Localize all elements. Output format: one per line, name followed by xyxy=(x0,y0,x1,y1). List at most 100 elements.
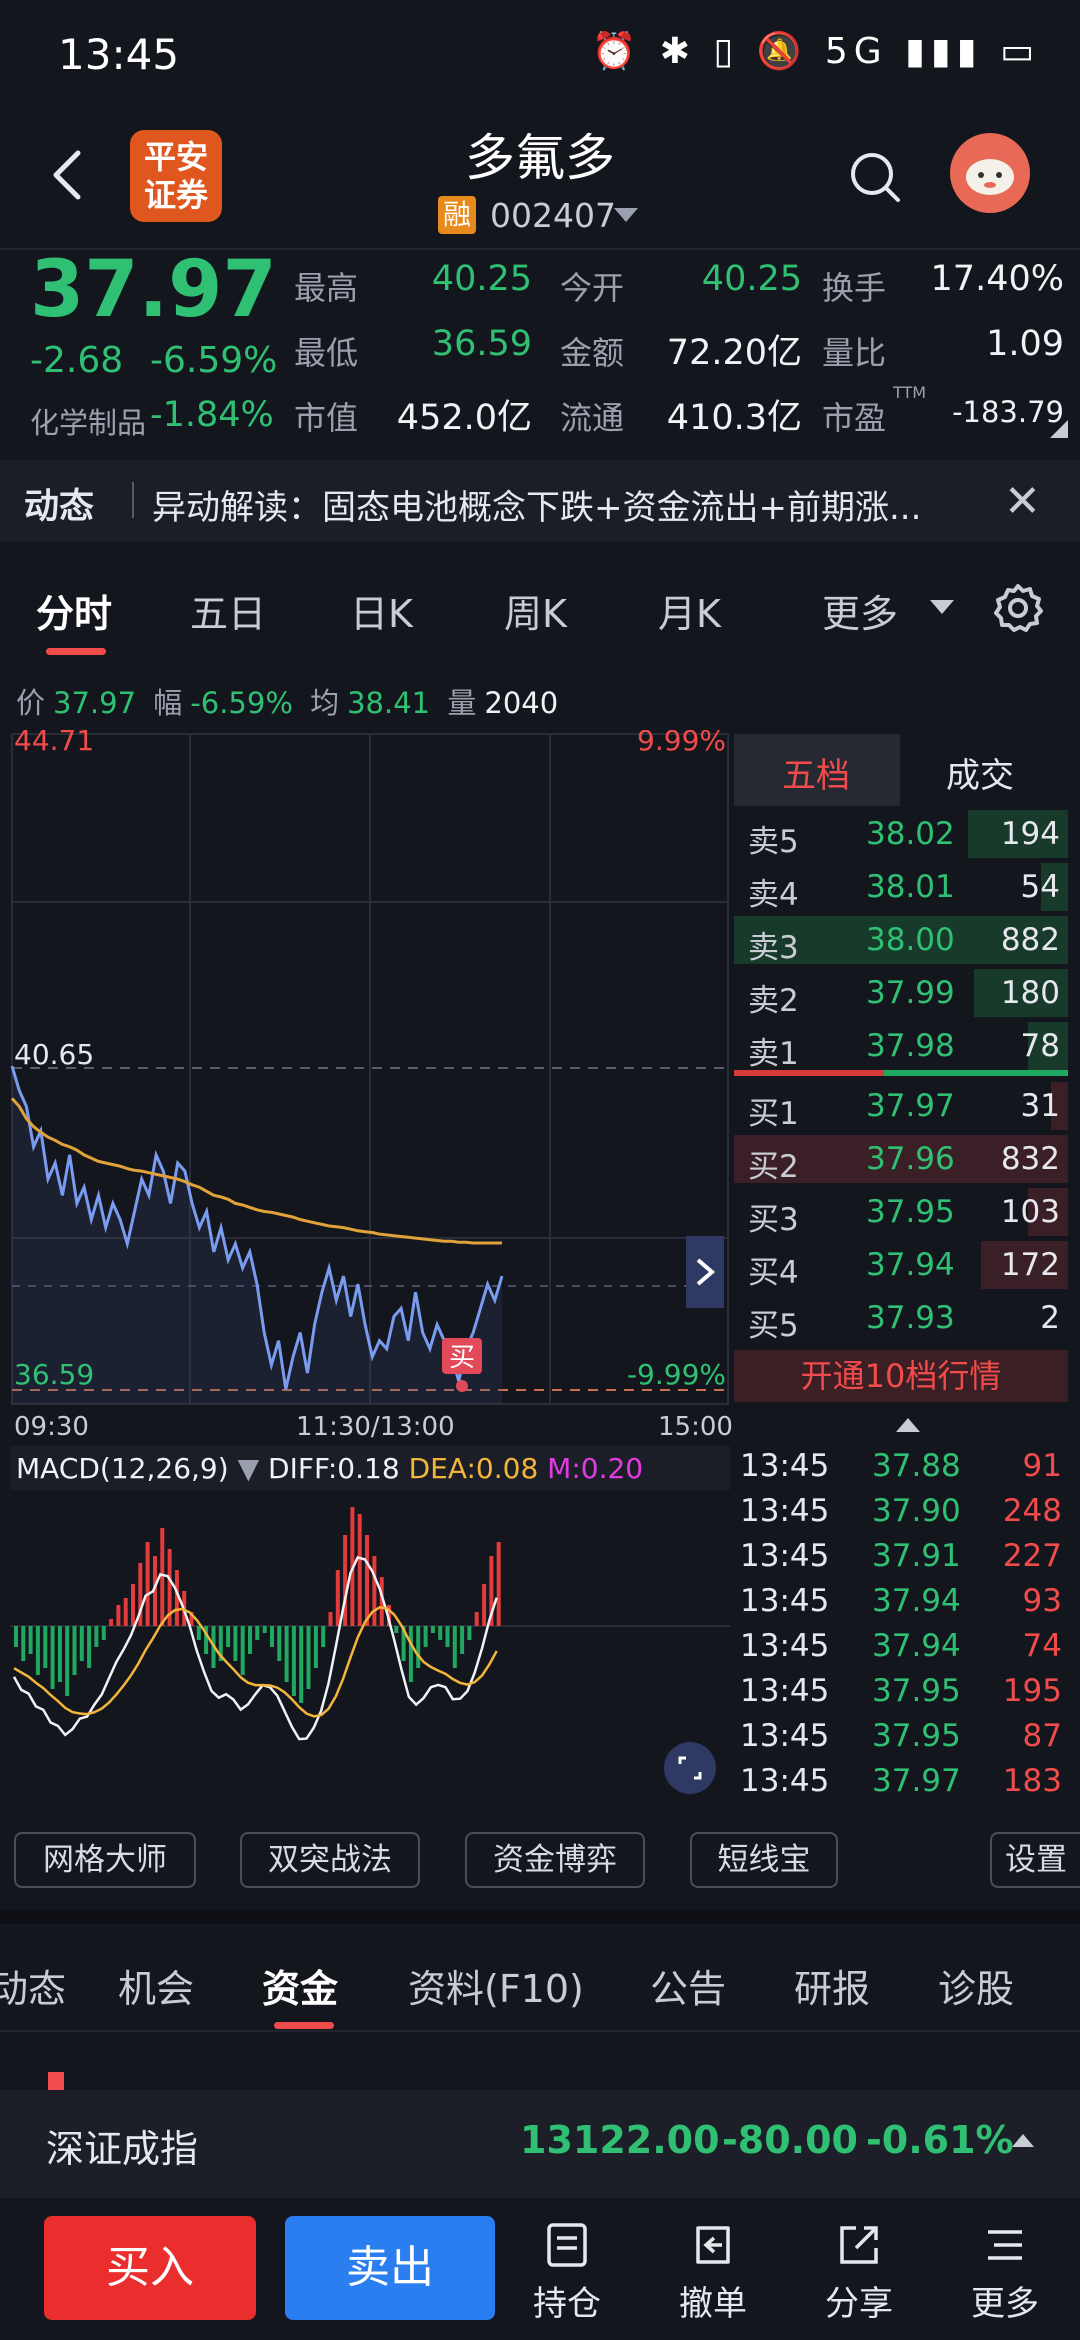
macd-bar xyxy=(218,1626,223,1661)
status-icons: ⏰ ✱ ▯ 🔕 5G ▮▮▮ ▭ xyxy=(591,31,1040,72)
level-price: 37.94 xyxy=(866,1247,955,1283)
industry-pct[interactable]: -1.84% xyxy=(150,395,274,435)
macd-bar xyxy=(50,1626,55,1689)
svg-text:买: 买 xyxy=(449,1343,475,1373)
intraday-chart[interactable]: 44.71 40.65 36.59 9.99% -9.99% 买 xyxy=(10,730,730,1406)
macd-bar xyxy=(65,1626,70,1696)
macd-label[interactable]: MACD(12,26,9) xyxy=(16,1452,229,1485)
y-label-top: 44.71 xyxy=(14,730,94,757)
tool-grid-master[interactable]: 网格大师 xyxy=(14,1832,196,1888)
info-tab-diagnosis[interactable]: 诊股 xyxy=(938,1967,1015,2011)
broker-logo-line2: 证券 xyxy=(143,176,208,214)
quote-value: -183.79 xyxy=(952,395,1064,429)
chart-tab[interactable]: 五日 xyxy=(190,592,267,636)
share-button[interactable]: 分享 xyxy=(804,2220,914,2325)
hold-button[interactable]: 持仓 xyxy=(512,2220,622,2325)
chevron-up-icon[interactable] xyxy=(1012,2134,1034,2147)
info-tab-news[interactable]: 动态 xyxy=(0,1967,67,2011)
bid-row[interactable]: 买5 37.93 2 xyxy=(734,1292,1068,1344)
buy-marker[interactable]: 买 xyxy=(442,1338,482,1392)
info-tab-divider xyxy=(0,2030,1080,2032)
tick-row: 13:45 37.91 227 xyxy=(740,1534,1070,1579)
stock-code[interactable]: 002407 xyxy=(490,196,616,235)
tick-row: 13:45 37.95 195 xyxy=(740,1669,1070,1714)
macd-bar xyxy=(460,1626,465,1654)
tick-volume: 74 xyxy=(1022,1628,1062,1664)
back-arrow-icon[interactable] xyxy=(40,145,100,205)
bid-row[interactable]: 买1 37.97 31 xyxy=(734,1080,1068,1132)
ask-row[interactable]: 卖5 38.02 194 xyxy=(734,808,1068,860)
close-icon[interactable]: ✕ xyxy=(1004,476,1041,527)
chevron-down-icon[interactable] xyxy=(614,208,638,222)
price-value: 37.97 xyxy=(53,686,137,720)
news-text[interactable]: 异动解读：固态电池概念下跌+资金流出+前期涨... xyxy=(152,488,922,528)
more-button[interactable]: 更多 xyxy=(950,2220,1060,2325)
tool-capital-game[interactable]: 资金博弈 xyxy=(465,1832,645,1888)
macd-bar xyxy=(379,1577,384,1626)
bid-row[interactable]: 买2 37.96 832 xyxy=(734,1133,1068,1185)
macd-header[interactable]: MACD(12,26,9) ▼ DIFF:0.18 DEA:0.08 M:0.2… xyxy=(16,1452,643,1485)
price-label: 价 xyxy=(16,686,46,720)
macd-chevron-icon[interactable]: ▼ xyxy=(237,1452,260,1485)
industry-name[interactable]: 化学制品 xyxy=(30,406,147,440)
macd-bar xyxy=(291,1626,296,1696)
tool-short-line[interactable]: 短线宝 xyxy=(690,1832,838,1888)
tab-five-levels[interactable]: 五档 xyxy=(782,756,850,796)
tab-trades[interactable]: 成交 xyxy=(946,756,1014,796)
avatar[interactable] xyxy=(950,133,1030,213)
chart-tab[interactable]: 月K xyxy=(658,592,721,636)
bid-row[interactable]: 买3 37.95 103 xyxy=(734,1186,1068,1238)
macd-chart[interactable] xyxy=(10,1492,730,1814)
level-label: 买5 xyxy=(748,1308,799,1344)
cancel-order-button[interactable]: 撤单 xyxy=(658,2220,768,2325)
chart-expand-arrow[interactable] xyxy=(686,1236,724,1308)
info-tab-announcement[interactable]: 公告 xyxy=(650,1967,727,2011)
chevron-up-icon[interactable] xyxy=(896,1418,920,1432)
avg-label: 均 xyxy=(310,686,340,720)
level-volume: 882 xyxy=(1000,922,1060,958)
chart-tab[interactable]: 分时 xyxy=(36,592,113,636)
chart-tab[interactable]: 更多 xyxy=(822,592,899,636)
bid-row[interactable]: 买4 37.94 172 xyxy=(734,1239,1068,1291)
price-area xyxy=(12,1066,502,1404)
info-tab-research[interactable]: 研报 xyxy=(794,1967,871,2011)
sell-button[interactable]: 卖出 xyxy=(285,2216,495,2320)
expand-corner-icon[interactable] xyxy=(1050,420,1068,438)
open-level10-button[interactable]: 开通10档行情 xyxy=(734,1350,1068,1402)
quote-value: 36.59 xyxy=(431,324,532,364)
tick-price: 37.94 xyxy=(872,1583,961,1619)
info-tab-f10[interactable]: 资料(F10) xyxy=(408,1967,584,2011)
macd-bar xyxy=(430,1626,435,1633)
search-icon[interactable] xyxy=(848,150,902,204)
chart-tab[interactable]: 周K xyxy=(504,592,567,636)
ask-row[interactable]: 卖1 37.98 78 xyxy=(734,1020,1068,1072)
news-bar[interactable] xyxy=(0,460,1080,542)
ask-row[interactable]: 卖2 37.99 180 xyxy=(734,967,1068,1019)
section-divider xyxy=(0,1910,1080,1924)
macd-bar xyxy=(496,1542,501,1626)
tick-volume: 248 xyxy=(1002,1493,1062,1529)
info-tab-chance[interactable]: 机会 xyxy=(118,1967,195,2011)
macd-bar xyxy=(116,1605,121,1626)
chart-tab[interactable]: 日K xyxy=(350,592,413,636)
level-volume: 78 xyxy=(1020,1028,1060,1064)
tool-settings[interactable]: 设置 xyxy=(990,1832,1080,1888)
tick-price: 37.94 xyxy=(872,1628,961,1664)
chevron-down-icon[interactable] xyxy=(930,600,954,614)
depth-bar xyxy=(734,916,1068,964)
ask-row[interactable]: 卖4 38.01 54 xyxy=(734,861,1068,913)
info-tab-capital[interactable]: 资金 xyxy=(262,1967,339,2011)
tool-double-break[interactable]: 双突战法 xyxy=(240,1832,420,1888)
share-icon xyxy=(840,2226,878,2264)
gear-icon[interactable] xyxy=(990,580,1046,636)
fullscreen-icon[interactable] xyxy=(664,1742,716,1794)
ask-row[interactable]: 卖3 38.00 882 xyxy=(734,914,1068,966)
status-bar: 13:45 ⏰ ✱ ▯ 🔕 5G ▮▮▮ ▭ xyxy=(0,0,1080,110)
section-marker xyxy=(48,2072,64,2090)
macd-bar xyxy=(94,1626,99,1647)
cancel-label: 撤单 xyxy=(679,2284,747,2324)
macd-bar xyxy=(482,1584,487,1626)
index-bar[interactable] xyxy=(0,2090,1080,2198)
buy-button[interactable]: 买入 xyxy=(44,2216,256,2320)
macd-bar xyxy=(357,1514,362,1626)
